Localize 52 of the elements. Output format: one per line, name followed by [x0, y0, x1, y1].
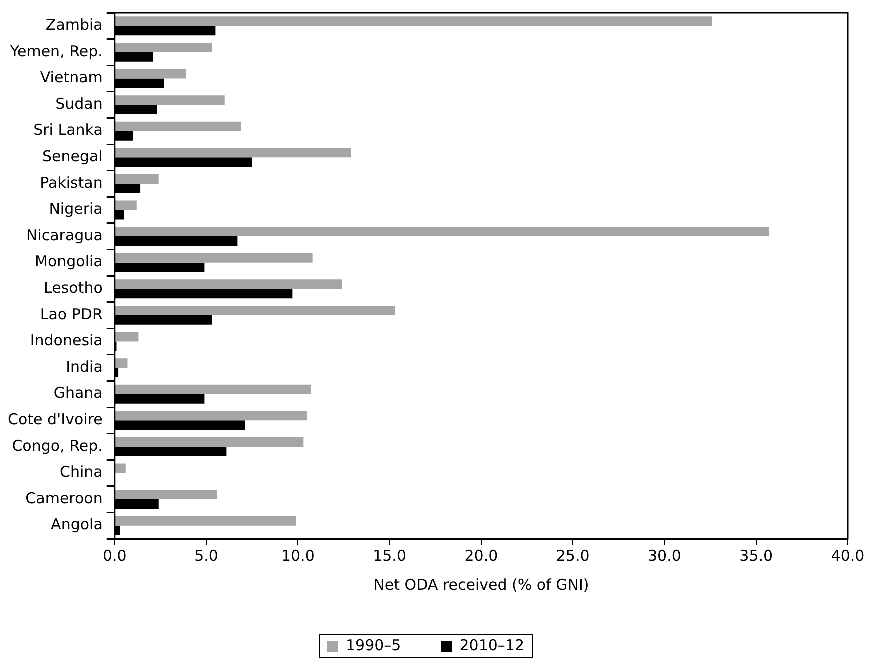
bar	[115, 69, 186, 79]
y-tick-label: Vietnam	[40, 68, 103, 87]
bar	[115, 464, 126, 474]
bar	[115, 358, 128, 368]
y-tick-label: Congo, Rep.	[12, 436, 103, 455]
legend-label: 2010–12	[460, 636, 524, 654]
bar	[115, 42, 212, 52]
y-tick-label: Pakistan	[40, 174, 103, 192]
bar	[115, 490, 218, 500]
bar	[115, 437, 304, 447]
x-tick-label: 10.0	[281, 546, 315, 565]
y-tick-label: Mongolia	[35, 252, 103, 271]
bar	[115, 227, 770, 237]
x-tick-label: 15.0	[373, 546, 407, 565]
bar	[115, 384, 311, 394]
y-tick-label: Yemen, Rep.	[9, 42, 103, 60]
y-tick-label: Cameroon	[26, 489, 103, 508]
bar	[115, 148, 352, 158]
legend-label: 1990–5	[346, 636, 402, 654]
bar	[115, 253, 313, 263]
y-tick-label: Cote d'Ivoire	[8, 410, 103, 429]
y-tick-label: Sudan	[56, 94, 103, 113]
y-tick-label: Indonesia	[30, 332, 103, 350]
x-tick-label: 0.0	[102, 546, 127, 565]
bar	[115, 200, 137, 210]
x-tick-label: 5.0	[194, 546, 218, 565]
x-tick-label: 25.0	[556, 546, 590, 565]
y-tick-label: Lesotho	[44, 279, 103, 298]
y-tick-label: Sri Lanka	[34, 121, 103, 140]
bar	[115, 411, 308, 421]
y-tick-label: India	[66, 358, 103, 376]
y-tick-label: Senegal	[42, 148, 103, 166]
y-tick-label: Lao PDR	[40, 305, 103, 324]
x-tick-label: 30.0	[648, 546, 682, 565]
bar	[115, 332, 139, 342]
x-tick-label: 35.0	[740, 546, 774, 565]
x-tick-label: 20.0	[464, 546, 498, 565]
bar	[115, 516, 296, 526]
bar	[115, 16, 712, 26]
bar	[115, 306, 396, 316]
y-tick-label: Angola	[51, 516, 103, 534]
bar	[115, 280, 342, 290]
y-tick-label: Nigeria	[49, 200, 103, 218]
bar	[115, 174, 159, 184]
y-tick-label: Zambia	[46, 16, 103, 34]
y-tick-label: Nicaragua	[26, 226, 103, 244]
y-tick-label: China	[60, 463, 103, 482]
x-axis-title: Net ODA received (% of GNI)	[374, 576, 590, 594]
y-tick-label: Ghana	[54, 384, 103, 402]
x-tick-label: 40.0	[831, 546, 865, 565]
bar	[115, 96, 225, 106]
bar	[115, 122, 242, 132]
